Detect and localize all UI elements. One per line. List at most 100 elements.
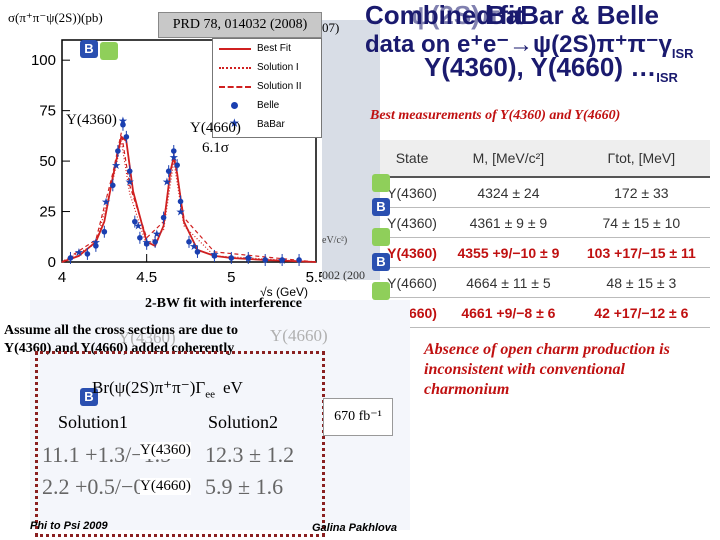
- belle-logo-icon: [100, 42, 118, 60]
- s2-y4360-value: 12.3 ± 1.2: [205, 442, 295, 467]
- table-row: Y(4360) 4324 ± 24 172 ± 33: [380, 177, 710, 208]
- babar-point: ★: [142, 237, 152, 249]
- title-sub-isr: ISR: [671, 45, 694, 61]
- belle-point: [93, 243, 99, 249]
- table-row: Y(4360) 4361 ± 9 ± 9 74 ± 15 ± 10: [380, 207, 710, 238]
- cell-mass: 4355 +9/−10 ± 9: [444, 237, 573, 268]
- babar-point: ★: [162, 176, 172, 188]
- belle-point: [110, 182, 116, 189]
- plot-frame: [61, 39, 317, 263]
- y-tick-label: 0: [48, 254, 56, 271]
- slide-title-line2: data on e⁺e⁻→ψ(2S)π⁺π⁻γISR: [365, 30, 694, 61]
- belle-point: [245, 255, 252, 261]
- s2-y4660-value: 5.9 ± 1.6: [205, 474, 284, 499]
- ghost-y4360: Y(4360): [118, 328, 176, 347]
- belle-point: [174, 162, 180, 168]
- annotation-y4660: Y(4660): [190, 120, 241, 136]
- babar-point: ★: [277, 255, 287, 267]
- babar-point: ★: [209, 249, 219, 261]
- title-part-d: data on e⁺e⁻→ψ(2S)π⁺π⁻γ: [365, 31, 672, 58]
- cell-width: 103 +17/−15 ± 11: [572, 237, 710, 268]
- table-row: Y(4360) 4355 +9/−10 ± 9 103 +17/−15 ± 11: [380, 237, 710, 268]
- bw-fit-caption: 2-BW fit with interference: [145, 296, 302, 311]
- legend-solution-1: Solution I: [213, 58, 321, 77]
- title-part-c: BaBar & Belle: [486, 0, 659, 30]
- babar-point: ★: [152, 229, 162, 241]
- legend-belle: Belle: [213, 96, 321, 115]
- belle-point: [115, 148, 121, 154]
- belle-row-icon-1: [372, 174, 390, 192]
- babar-row-icon-2: B: [372, 253, 390, 271]
- background-plot: [320, 20, 380, 280]
- branching-formula: Br(ψ(2S)π⁺π⁻)Γee eV: [92, 378, 243, 401]
- slide-title-line1: Combined fit ψ(2S)π BaBar & Belle: [365, 0, 659, 31]
- belle-point: [170, 148, 177, 154]
- absence-note: Absence of open charm production is inco…: [424, 341, 670, 398]
- bg-fragment: 002 (200: [322, 268, 365, 282]
- belle-point: [67, 255, 74, 261]
- ghost-y4660: Y(4660): [270, 326, 328, 345]
- babar-point: ★: [118, 116, 128, 128]
- belle-point: [228, 255, 235, 261]
- babar-formula-icon: B: [80, 388, 98, 406]
- y-tick-label: 75: [39, 103, 56, 120]
- belle-point: [101, 228, 108, 235]
- babar-point: ★: [111, 160, 121, 172]
- annotation-y4360: Y(4360): [66, 112, 117, 128]
- title-part-b: ψ(2S)π: [411, 0, 500, 30]
- belle-point: [126, 168, 133, 174]
- babar-point: ★: [189, 241, 199, 253]
- x-axis-label: √s (GeV): [260, 285, 308, 299]
- babar-logo-icon: B: [80, 40, 98, 58]
- table-row: Y(4660) 4661 +9/−8 ± 6 42 +17/−12 ± 6: [380, 297, 710, 328]
- belle-point: [165, 168, 172, 174]
- x-tick-label: 4: [58, 269, 66, 286]
- belle-point: [120, 121, 126, 128]
- babar-point: ★: [125, 176, 135, 188]
- luminosity-box: 670 fb⁻¹: [323, 398, 393, 436]
- belle-point: [123, 134, 130, 140]
- cell-state: Y(4360): [380, 177, 445, 208]
- x-tick-label: 5.5: [306, 269, 322, 286]
- reference-label: PRD 78, 014032 (2008): [158, 12, 322, 38]
- y-tick-label: 25: [39, 204, 56, 221]
- solution2-label: Solution2: [208, 412, 279, 432]
- parameter-table: State M, [MeV/c²] Γtot, [MeV] Y(4360) 432…: [380, 140, 710, 328]
- belle-point: [279, 257, 285, 263]
- cell-state: Y(4360): [380, 237, 445, 268]
- title-part-a: Combined fit: [365, 0, 524, 30]
- solution1-label: Solution1: [58, 412, 129, 432]
- solutions-box: [35, 351, 325, 537]
- belle-row-icon-2: [372, 228, 390, 246]
- title-part-e: Y(4360), Y(4660) …: [424, 52, 657, 82]
- babar-point: ★: [176, 207, 186, 219]
- plot-legend: Best Fit Solution I Solution II Belle ★ B…: [212, 38, 322, 138]
- assumption-line-1: Assume all the cross sections are due to: [4, 323, 238, 338]
- babar-point: ★: [243, 253, 253, 265]
- footer-author: Galina Pakhlova: [312, 522, 397, 534]
- legend-babar: ★ BaBar: [229, 116, 285, 130]
- states-table: State M, [MeV/c²] Γtot, [MeV] Y(4360) 432…: [380, 140, 710, 328]
- babar-point: ★: [133, 221, 143, 233]
- cell-width: 74 ± 15 ± 10: [572, 207, 710, 238]
- belle-point: [160, 214, 167, 221]
- belle-point: [186, 239, 192, 245]
- title-sub-isr-2: ISR: [656, 70, 678, 86]
- col-width: Γtot, [MeV]: [572, 140, 710, 178]
- curve-best-fit: [61, 135, 317, 263]
- babar-point: ★: [74, 247, 84, 259]
- belle-point: [262, 257, 269, 263]
- y-tick-label: 50: [39, 153, 56, 170]
- table-row: Y(4660) 4664 ± 11 ± 5 48 ± 15 ± 3: [380, 267, 710, 298]
- belle-point: [137, 234, 143, 241]
- cell-width: 48 ± 15 ± 3: [572, 267, 710, 298]
- col-state: State: [380, 140, 445, 178]
- belle-point: [211, 253, 218, 259]
- label-y4660: Y(4660): [140, 478, 191, 495]
- curve-solution-ii: [61, 132, 317, 263]
- cell-state: Y(4660): [380, 267, 445, 298]
- cell-mass: 4361 ± 9 ± 9: [444, 207, 573, 238]
- babar-row-icon-1: B: [372, 198, 390, 216]
- bg-fragment-2: eV/c²): [322, 235, 348, 246]
